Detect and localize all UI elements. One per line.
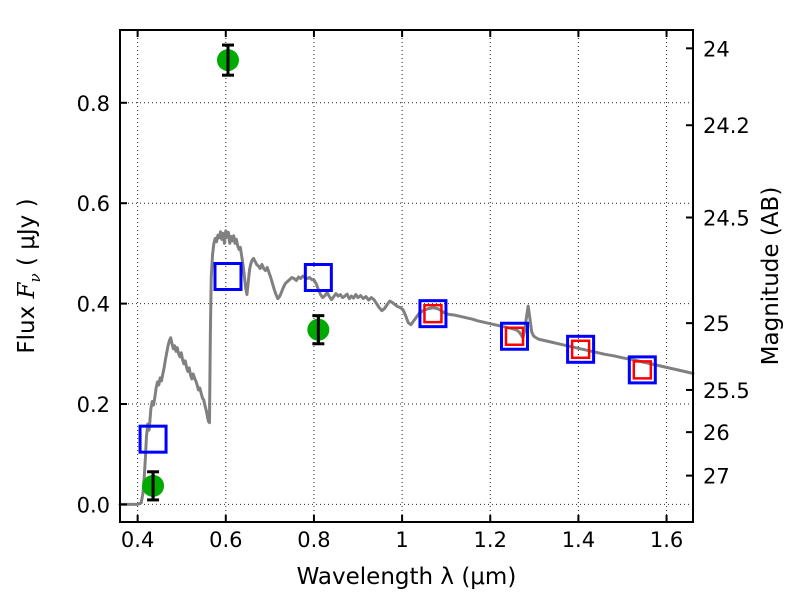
xtick-label-0: 0.4 [121,528,154,552]
data-layer [118,43,695,506]
xtick-label-6: 1.6 [650,528,683,552]
xtick-label-2: 0.8 [297,528,330,552]
axes-frame [119,29,694,523]
model-square-blue-5 [566,334,596,364]
model-square-red-2 [570,339,591,360]
y-axis-title-symbol: F [14,281,40,299]
model-square-red-1 [504,326,525,346]
x-axis-title: Wavelength λ (μm) [297,564,517,590]
observed-point-2 [307,314,330,346]
y2tick-label-6: 27 [703,465,730,489]
y-axis-title: Flux Fν ( μJy ) [14,198,44,353]
axis-labels-layer: Wavelength λ (μm) Flux Fν ( μJy ) Magnitud… [14,187,784,590]
observed-point-0 [142,470,165,502]
y2tick-label-4: 25.5 [703,379,750,403]
model-square-blue-2 [303,263,333,293]
y2tick-label-2: 24.5 [703,207,750,231]
ytick-label-1: 0.2 [77,393,110,417]
y2tick-label-3: 25 [703,312,730,336]
spectrum-curve [118,229,695,506]
y-axis-title-subscript: ν [26,273,44,282]
ytick-label-0: 0.0 [77,493,110,517]
observed-point-1 [216,43,239,77]
model-square-blue-1 [213,262,243,292]
model-square-red-3 [632,360,653,380]
ytick-label-2: 0.4 [77,293,110,317]
y2tick-label-0: 24 [703,37,730,61]
model-square-blue-0 [138,424,168,454]
axes-frame-rect [119,29,694,523]
xtick-label-1: 0.6 [209,528,242,552]
ticks-layer: 0.4 0.6 0.8 1 1.2 1.4 1.6 0.0 0.2 0.4 0.6 0.8 24 24.2… [77,30,750,552]
xtick-label-5: 1.4 [562,528,595,552]
model-square-blue-6 [627,355,657,385]
model-square-blue-3 [418,299,448,329]
xtick-label-3: 1 [395,528,408,552]
y2tick-label-5: 26 [703,421,730,445]
y-axis-title-units: ( μJy ) [14,198,40,273]
ytick-label-4: 0.8 [77,92,110,116]
model-square-red-0 [423,303,443,324]
y-axis-title-prefix: Flux [14,298,40,353]
y2tick-label-1: 24.2 [703,114,750,138]
ytick-label-3: 0.6 [77,192,110,216]
y2-axis-title: Magnitude (AB) [758,187,784,366]
xtick-label-4: 1.2 [474,528,507,552]
model-square-blue-4 [499,321,529,351]
